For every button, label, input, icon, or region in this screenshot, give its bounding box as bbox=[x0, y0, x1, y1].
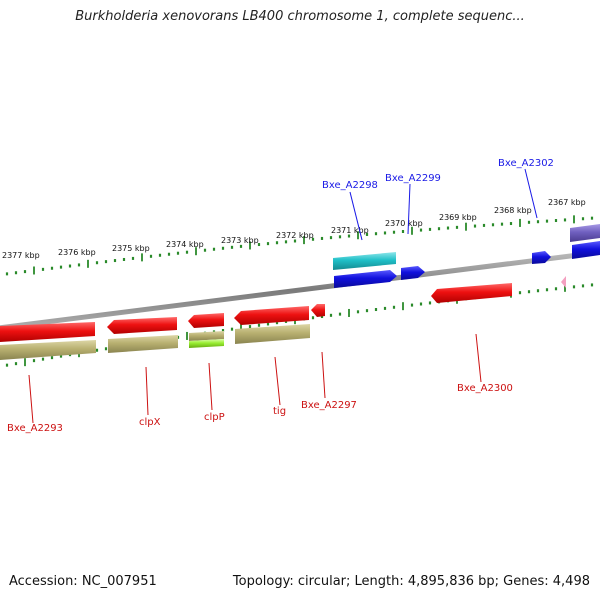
genome-stats-text: Topology: circular; Length: 4,895,836 bp… bbox=[232, 574, 590, 589]
kbp-label: 2369 kbp bbox=[439, 213, 477, 222]
kbp-label: 2374 kbp bbox=[166, 240, 204, 249]
gene-labels: Bxe_A2298 Bxe_A2299 Bxe_A2302 Bxe_A2293 … bbox=[7, 158, 554, 434]
gene-feature-blue[interactable] bbox=[572, 241, 600, 259]
gene-feature-red[interactable] bbox=[234, 306, 309, 325]
kbp-label: 2372 kbp bbox=[276, 231, 314, 240]
gene-feature-red[interactable] bbox=[0, 322, 95, 342]
gene-feature-red[interactable] bbox=[188, 313, 224, 328]
gene-feature-cyan[interactable] bbox=[333, 252, 396, 270]
page-title: Burkholderia xenovorans LB400 chromosome… bbox=[75, 9, 525, 24]
chromosome-backbone bbox=[0, 249, 600, 331]
gene-feature-blue[interactable] bbox=[401, 266, 425, 280]
gene-feature-red[interactable] bbox=[431, 283, 512, 303]
gene-feature-khaki[interactable] bbox=[108, 335, 178, 353]
accession-text: Accession: NC_007951 bbox=[9, 574, 157, 589]
gene-feature-khaki[interactable] bbox=[189, 331, 224, 341]
forward-features bbox=[333, 224, 600, 288]
gene-feature-red[interactable] bbox=[311, 304, 325, 317]
gene-label-reverse[interactable]: clpP bbox=[204, 412, 225, 423]
kbp-label: 2368 kbp bbox=[494, 206, 532, 215]
kbp-label: 2376 kbp bbox=[58, 248, 96, 257]
gene-label-forward[interactable]: Bxe_A2298 bbox=[322, 180, 378, 191]
kbp-label: 2377 kbp bbox=[2, 251, 40, 260]
label-leaders bbox=[28, 168, 538, 424]
gene-feature-khaki[interactable] bbox=[0, 340, 96, 360]
gene-feature-khaki[interactable] bbox=[235, 324, 310, 344]
gene-feature-purple[interactable] bbox=[570, 224, 600, 242]
kbp-label: 2370 kbp bbox=[385, 219, 423, 228]
gene-feature-red[interactable] bbox=[107, 317, 177, 334]
tick-track-upper bbox=[5, 215, 594, 276]
kbp-label: 2373 kbp bbox=[221, 236, 259, 245]
gene-feature-blue[interactable] bbox=[532, 251, 551, 264]
kbp-label: 2375 kbp bbox=[112, 244, 150, 253]
gene-label-forward[interactable]: Bxe_A2302 bbox=[498, 158, 554, 169]
kbp-label: 2367 kbp bbox=[548, 198, 586, 207]
gene-label-reverse[interactable]: tig bbox=[273, 406, 286, 417]
gene-feature-pink[interactable] bbox=[561, 276, 566, 288]
gene-label-reverse[interactable]: clpX bbox=[139, 417, 161, 428]
kbp-labels: 2377 kbp 2376 kbp 2375 kbp 2374 kbp 2373… bbox=[2, 198, 586, 260]
reverse-features bbox=[0, 276, 566, 360]
gene-label-reverse[interactable]: Bxe_A2297 bbox=[301, 400, 357, 411]
gene-feature-lime[interactable] bbox=[189, 339, 224, 348]
gene-label-forward[interactable]: Bxe_A2299 bbox=[385, 173, 441, 184]
kbp-label: 2371 kbp bbox=[331, 226, 369, 235]
gene-label-reverse[interactable]: Bxe_A2300 bbox=[457, 383, 513, 394]
gene-feature-blue[interactable] bbox=[334, 270, 397, 288]
gene-label-reverse[interactable]: Bxe_A2293 bbox=[7, 423, 63, 434]
